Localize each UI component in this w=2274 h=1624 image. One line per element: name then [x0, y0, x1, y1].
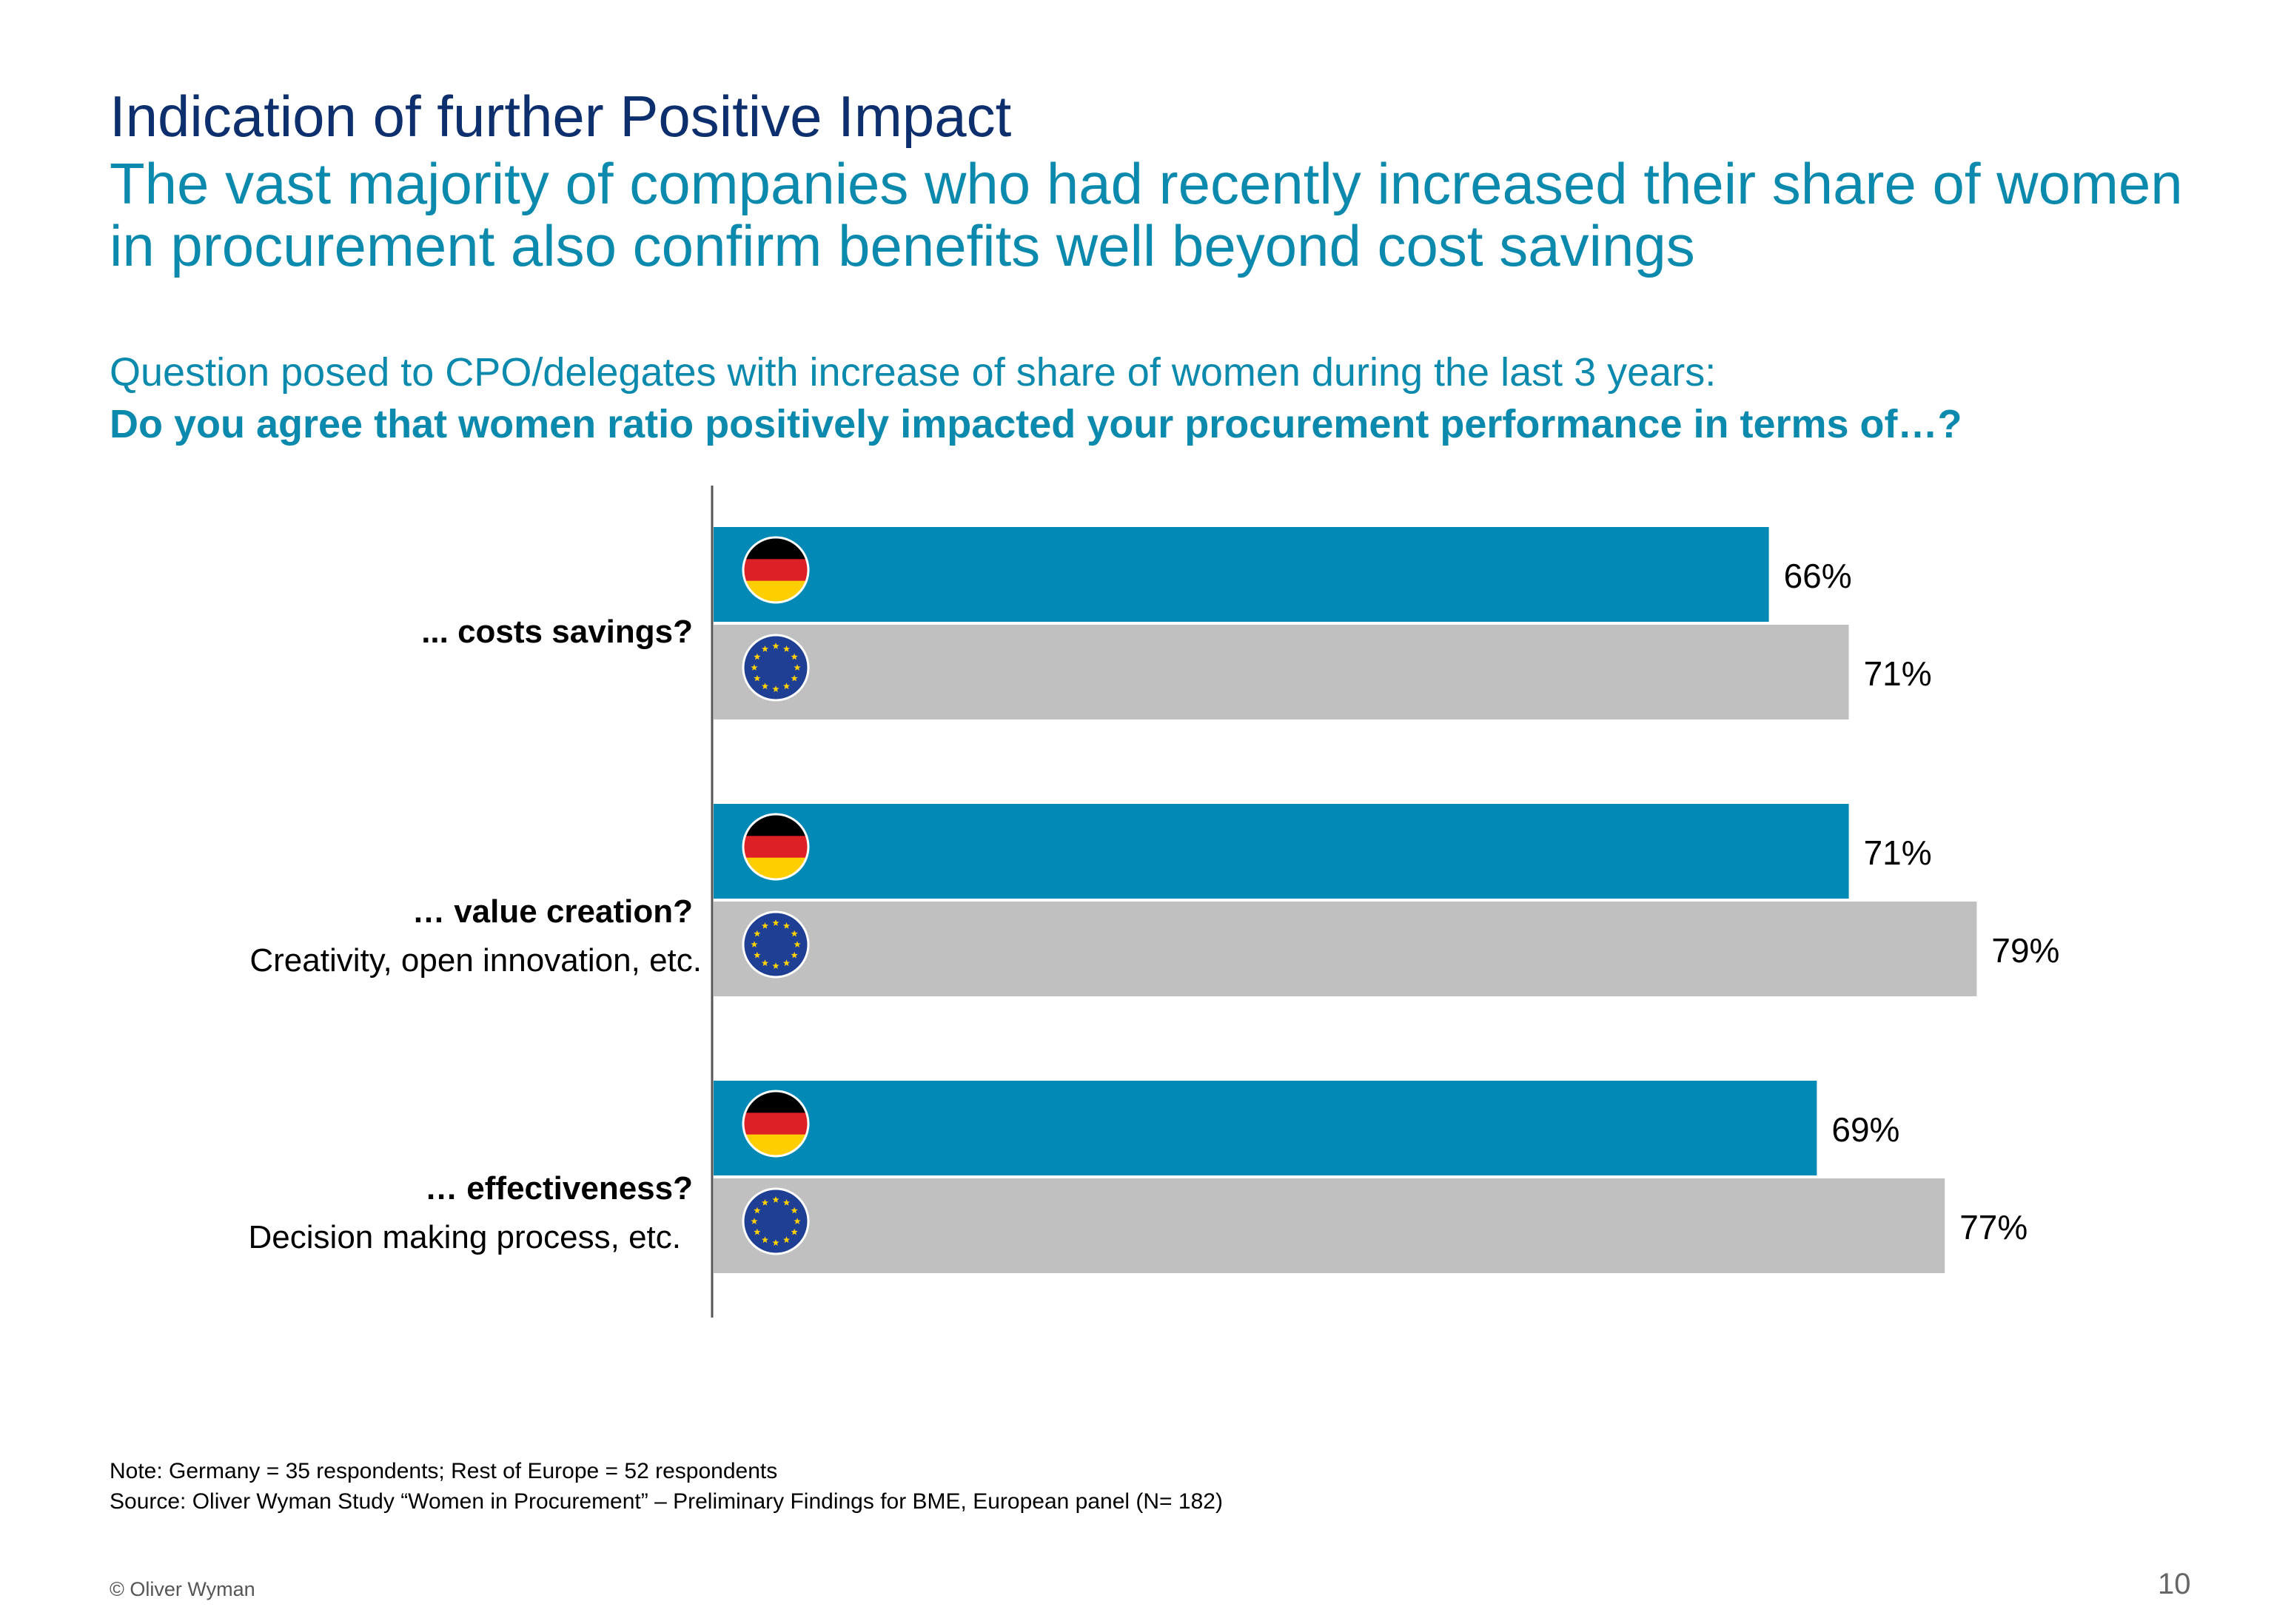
- category-label: ... costs savings?: [421, 614, 693, 650]
- page-subtitle: The vast majority of companies who had r…: [110, 151, 2183, 279]
- eu-flag-icon: [742, 634, 810, 702]
- category-label: … value creation?: [412, 893, 693, 930]
- bar-germany-1: [714, 804, 1849, 899]
- data-label: 79%: [1991, 931, 2059, 970]
- data-label: 69%: [1831, 1110, 1899, 1149]
- bar-germany-0: [714, 527, 1769, 622]
- survey-question: Question posed to CPO/delegates with inc…: [110, 346, 2219, 450]
- question-intro: Question posed to CPO/delegates with inc…: [110, 350, 1717, 395]
- eu-flag-icon: [742, 910, 810, 979]
- page-number: 10: [2158, 1568, 2191, 1600]
- data-label: 77%: [1959, 1208, 2028, 1246]
- eu-flag-icon: [742, 1187, 810, 1255]
- category-sublabel: Decision making process, etc.: [249, 1219, 681, 1255]
- bar-germany-2: [714, 1081, 1817, 1175]
- bar-europe-2: [714, 1178, 1945, 1273]
- germany-flag-icon: [742, 813, 810, 881]
- bar-europe-0: [714, 625, 1849, 719]
- data-label: 66%: [1784, 557, 1852, 595]
- page-title: Indication of further Positive Impact: [110, 84, 1012, 149]
- data-label: 71%: [1864, 833, 1932, 872]
- question-text: Do you agree that women ratio positively…: [110, 402, 1962, 447]
- category-label: … effectiveness?: [425, 1170, 693, 1207]
- footnote-note: Note: Germany = 35 respondents; Rest of …: [110, 1459, 778, 1483]
- copyright: © Oliver Wyman: [110, 1578, 255, 1600]
- germany-flag-icon: [742, 1090, 810, 1158]
- footnote-source: Source: Oliver Wyman Study “Women in Pro…: [110, 1489, 1223, 1514]
- bar-europe-1: [714, 902, 1977, 996]
- data-label: 71%: [1864, 654, 1932, 693]
- footnote: Note: Germany = 35 respondents; Rest of …: [110, 1457, 2219, 1517]
- germany-flag-icon: [742, 536, 810, 604]
- category-sublabel: Creativity, open innovation, etc.: [249, 942, 702, 979]
